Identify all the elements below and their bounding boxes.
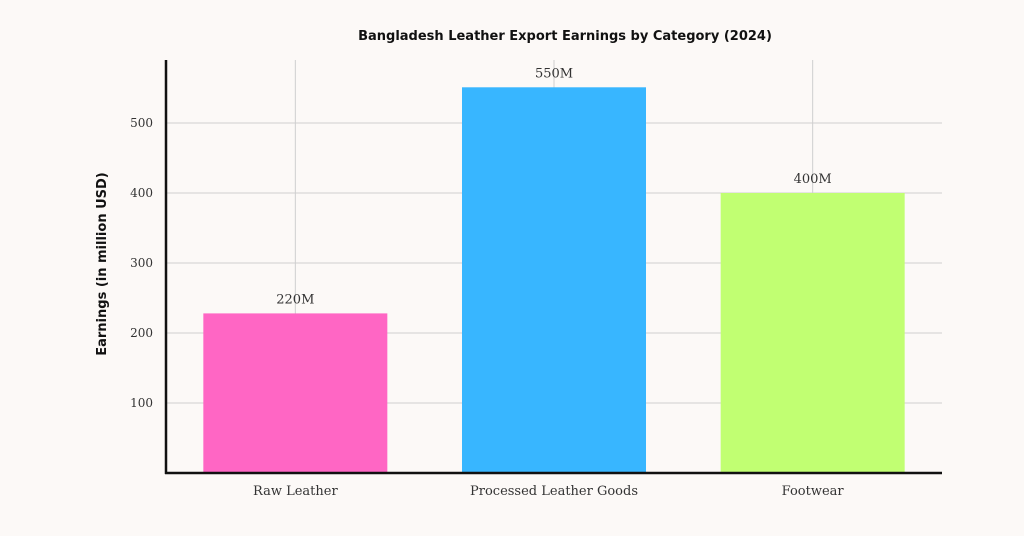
axes <box>164 60 942 475</box>
y-tick-label: 400 <box>130 186 153 200</box>
bar <box>720 193 905 473</box>
bars <box>203 87 905 474</box>
y-axis-label: Earnings (in million USD) <box>95 172 110 356</box>
bar <box>203 313 388 473</box>
y-tick-label: 300 <box>130 256 153 270</box>
chart-title: Bangladesh Leather Export Earnings by Ca… <box>358 29 772 44</box>
data-label: 220M <box>276 292 314 307</box>
data-label: 400M <box>794 172 832 187</box>
x-tick-label: Raw Leather <box>253 484 338 499</box>
bar <box>462 87 646 474</box>
x-tick-label: Footwear <box>782 484 845 499</box>
x-tick-label: Processed Leather Goods <box>470 484 638 499</box>
data-label: 550M <box>535 66 573 81</box>
y-tick-label: 100 <box>130 396 153 410</box>
y-tick-label: 500 <box>130 116 153 130</box>
data-labels: 100 200 300 400 500 220M Raw Leather 550M Proces… <box>130 66 844 499</box>
y-tick-label: 200 <box>130 326 153 340</box>
